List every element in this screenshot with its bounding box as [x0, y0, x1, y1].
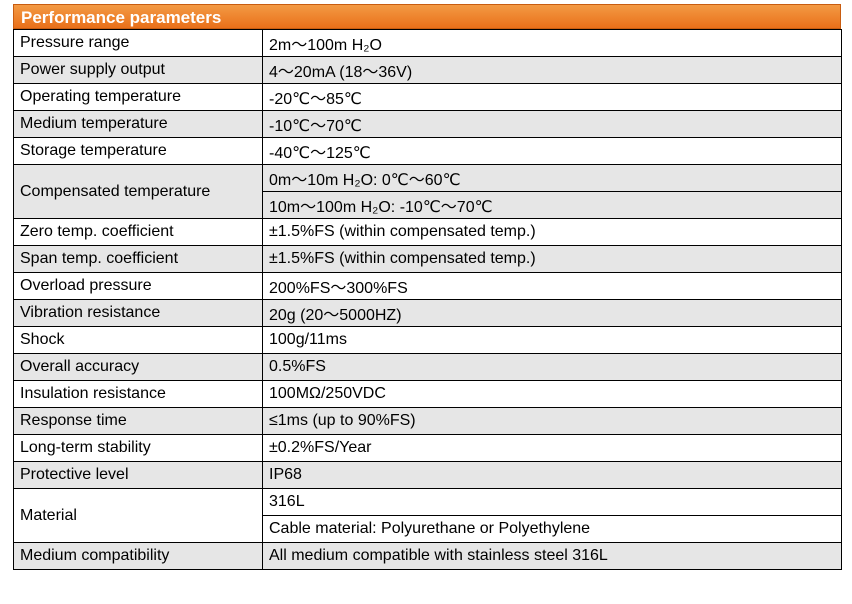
table-row: Insulation resistance 100MΩ/250VDC [13, 380, 842, 408]
param-value-cell: 20g (20～5000HZ) [262, 299, 842, 327]
table-row: Medium temperature -10℃～70℃ [13, 110, 842, 138]
param-value-cell: All medium compatible with stainless ste… [262, 542, 842, 570]
param-value-cell: -10℃～70℃ [262, 110, 842, 138]
param-name-cell: Power supply output [13, 56, 263, 84]
param-name-cell: Vibration resistance [13, 299, 263, 327]
param-name-cell: Span temp. coefficient [13, 245, 263, 273]
param-name-cell: Shock [13, 326, 263, 354]
table-row: Vibration resistance 20g (20～5000HZ) [13, 299, 842, 327]
param-value-cell: 100MΩ/250VDC [262, 380, 842, 408]
table-row: Span temp. coefficient ±1.5%FS (within co… [13, 245, 842, 273]
table-row: Long-term stability ±0.2%FS/Year [13, 434, 842, 462]
param-name-cell: Medium compatibility [13, 542, 263, 570]
table-row: Operating temperature -20℃～85℃ [13, 83, 842, 111]
param-value-cell: 10m～100m H₂O: -10℃～70℃ [262, 191, 842, 219]
param-name-cell: Material [13, 488, 263, 543]
table-row: Material 316L [13, 488, 842, 543]
param-name-cell: Storage temperature [13, 137, 263, 165]
param-name-cell: Pressure range [13, 29, 263, 57]
param-value-cell: -20℃～85℃ [262, 83, 842, 111]
table-row: Overload pressure 200%FS～300%FS [13, 272, 842, 300]
param-value-cell: ±1.5%FS (within compensated temp.) [262, 245, 842, 273]
table-row: Overall accuracy 0.5%FS [13, 353, 842, 381]
param-value-cell: ±0.2%FS/Year [262, 434, 842, 462]
param-value-cell: Cable material: Polyurethane or Polyethy… [262, 515, 842, 543]
param-name-cell: Response time [13, 407, 263, 435]
performance-table: Pressure range 2m～100m H₂O Power supply ou… [13, 29, 842, 570]
table-row: Zero temp. coefficient ±1.5%FS (within co… [13, 218, 842, 246]
param-value-cell: 0m～10m H₂O: 0℃～60℃ [262, 164, 842, 192]
table-row: 10m～100m H₂O: -10℃～70℃ [14, 191, 842, 219]
param-value-cell: 200%FS～300%FS [262, 272, 842, 300]
param-value-cell: 2m～100m H₂O [262, 29, 842, 57]
table-row: Power supply output 4～20mA (18～36V) [13, 56, 842, 84]
table-row: Compensated temperature 0m～10m H₂O: 0℃～60… [13, 164, 842, 219]
param-value-cell: 100g/11ms [262, 326, 842, 354]
param-name-cell: Overall accuracy [13, 353, 263, 381]
param-name-cell: Zero temp. coefficient [13, 218, 263, 246]
table-row: Pressure range 2m～100m H₂O [13, 29, 842, 57]
param-name-cell: Protective level [13, 461, 263, 489]
param-name-cell: Long-term stability [13, 434, 263, 462]
param-value-cell: 0.5%FS [262, 353, 842, 381]
table-row: Shock 100g/11ms [13, 326, 842, 354]
param-name-cell: Overload pressure [13, 272, 263, 300]
param-value-cell: ±1.5%FS (within compensated temp.) [262, 218, 842, 246]
param-value-cell: 4～20mA (18～36V) [262, 56, 842, 84]
param-value-cell: ≤1ms (up to 90%FS) [262, 407, 842, 435]
param-name-cell: Compensated temperature [13, 164, 263, 219]
param-name-cell: Medium temperature [13, 110, 263, 138]
table-body: Pressure range 2m～100m H₂O Power supply ou… [13, 29, 842, 570]
param-value-cell: -40℃～125℃ [262, 137, 842, 165]
param-value-cell: IP68 [262, 461, 842, 489]
table-row: Storage temperature -40℃～125℃ [13, 137, 842, 165]
table-row: Medium compatibility All medium compatibl… [13, 542, 842, 570]
param-value-cell: 316L [262, 488, 842, 516]
table-title: Performance parameters [13, 4, 841, 29]
performance-table-container: Performance parameters Pressure range 2m～… [13, 4, 842, 570]
table-row: Protective level IP68 [13, 461, 842, 489]
table-row: Cable material: Polyurethane or Polyethy… [14, 515, 842, 543]
table-row: Response time ≤1ms (up to 90%FS) [13, 407, 842, 435]
param-name-cell: Operating temperature [13, 83, 263, 111]
param-name-cell: Insulation resistance [13, 380, 263, 408]
